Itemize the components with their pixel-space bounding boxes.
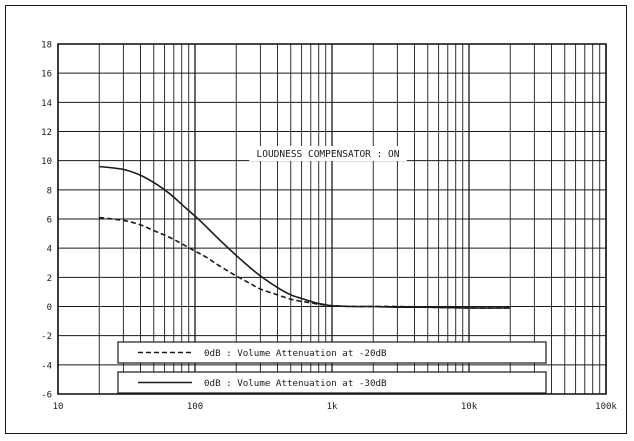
- y-tick-label: 10: [41, 157, 52, 167]
- x-tick-label: 1k: [327, 402, 338, 412]
- y-tick-label: 16: [41, 70, 52, 80]
- y-tick-label: 12: [41, 128, 52, 138]
- series-lines: [99, 165, 511, 309]
- y-axis-tick-labels: 18 16 14 12 10 8 6 4 2 0 -2 -4 -6: [41, 41, 52, 401]
- x-tick-label: 10: [53, 402, 64, 412]
- x-tick-label: 100: [187, 402, 203, 412]
- y-tick-label: 2: [47, 274, 52, 284]
- y-tick-label: 8: [47, 186, 52, 196]
- y-tick-label: 18: [41, 41, 52, 51]
- y-tick-label: 14: [41, 99, 52, 109]
- chart-title-background: [249, 146, 407, 161]
- plot-border: [57, 43, 607, 395]
- x-tick-label: 100k: [595, 402, 617, 412]
- y-tick-label: 4: [47, 245, 52, 255]
- y-tick-label: -6: [41, 391, 52, 401]
- series-line-minus20db: [99, 216, 511, 309]
- x-tick-label: 10k: [461, 402, 478, 412]
- series-line-minus30db: [99, 165, 511, 309]
- legend: 0dB : Volume Attenuation at -20dB 0dB : V…: [117, 341, 547, 394]
- x-axis-tick-labels: 10 100 1k 10k 100k: [53, 402, 618, 412]
- y-tick-label: -2: [41, 332, 52, 342]
- y-tick-label: 0: [47, 303, 52, 313]
- y-tick-label: 6: [47, 216, 52, 226]
- y-tick-label: -4: [41, 361, 52, 371]
- legend-label: 0dB : Volume Attenuation at -30dB: [204, 378, 387, 389]
- legend-label: 0dB : Volume Attenuation at -20dB: [204, 348, 387, 359]
- legend-box: [117, 371, 547, 394]
- chart-title: LOUDNESS COMPENSATOR : ON: [257, 149, 400, 160]
- legend-box: [117, 341, 547, 364]
